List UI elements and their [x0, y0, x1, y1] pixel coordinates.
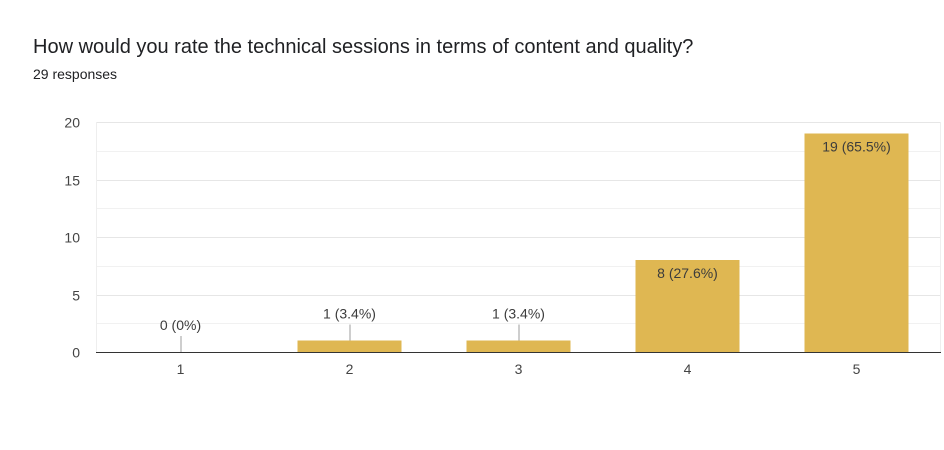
data-label-3: 1 (3.4%): [492, 306, 545, 322]
x-tick-label: 4: [684, 361, 692, 377]
question-title: How would you rate the technical session…: [33, 36, 694, 58]
bar-5: [804, 133, 909, 352]
x-tick-label: 2: [346, 361, 354, 377]
y-tick-label: 20: [64, 115, 80, 131]
y-tick-label: 5: [72, 288, 80, 304]
y-tick-label: 10: [64, 230, 80, 246]
bar-4: [635, 260, 740, 352]
y-tick-label: 15: [64, 173, 80, 189]
bar-3: [466, 340, 571, 352]
y-tick-label: 0: [72, 345, 80, 361]
data-label-2: 1 (3.4%): [323, 306, 376, 322]
x-tick-label: 5: [853, 361, 861, 377]
data-label-4: 8 (27.6%): [657, 265, 718, 281]
response-count: 29 responses: [33, 66, 118, 82]
x-tick-label: 3: [515, 361, 523, 377]
data-label-5: 19 (65.5%): [822, 139, 890, 155]
bar-2: [297, 340, 402, 352]
x-tick-label: 1: [177, 361, 185, 377]
data-label-1: 0 (0%): [160, 317, 201, 333]
